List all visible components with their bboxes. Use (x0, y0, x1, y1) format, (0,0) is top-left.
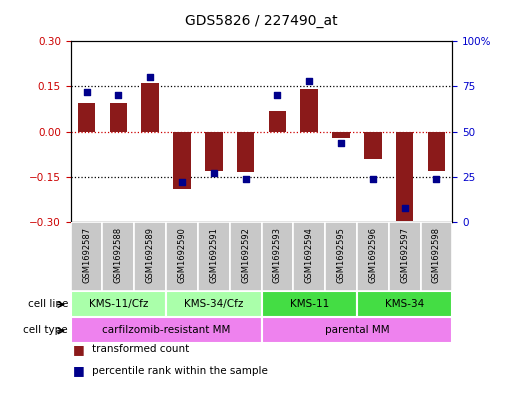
Point (401, 204, 409, 211)
Bar (293, 222, 325, 291)
Bar (262, 291, 357, 317)
Text: GSM1692590: GSM1692590 (177, 227, 187, 283)
Bar (71, 317, 262, 343)
Bar (428, 132, 445, 171)
Point (178, 179, 186, 185)
Bar (110, 103, 127, 132)
Point (305, 78, 313, 84)
Text: GDS5826 / 227490_at: GDS5826 / 227490_at (185, 14, 338, 28)
Text: GSM1692596: GSM1692596 (368, 227, 378, 283)
Bar (357, 222, 389, 291)
Bar (325, 222, 357, 291)
Text: parental MM: parental MM (325, 325, 389, 335)
Bar (198, 222, 230, 291)
Bar (71, 291, 166, 317)
Text: transformed count: transformed count (92, 344, 189, 354)
Point (146, 74, 154, 81)
Point (369, 176, 377, 182)
Text: GSM1692597: GSM1692597 (400, 227, 409, 283)
Point (242, 176, 250, 182)
Bar (173, 132, 191, 189)
Bar (103, 222, 134, 291)
Text: GSM1692589: GSM1692589 (145, 227, 155, 283)
Bar (364, 132, 382, 159)
Point (273, 92, 281, 99)
Text: GSM1692588: GSM1692588 (114, 227, 123, 283)
Point (433, 176, 441, 182)
Text: GSM1692593: GSM1692593 (273, 227, 282, 283)
Bar (230, 222, 262, 291)
Bar (166, 291, 262, 317)
Bar (301, 90, 318, 132)
Point (337, 140, 345, 146)
Text: KMS-34: KMS-34 (385, 299, 424, 309)
Text: carfilzomib-resistant MM: carfilzomib-resistant MM (102, 325, 230, 335)
Bar (332, 132, 350, 138)
Bar (166, 222, 198, 291)
Bar (141, 83, 159, 132)
Text: GSM1692591: GSM1692591 (209, 227, 218, 283)
Text: ■: ■ (73, 364, 85, 378)
Text: GSM1692594: GSM1692594 (305, 227, 314, 283)
Point (114, 92, 122, 99)
Text: KMS-34/Cfz: KMS-34/Cfz (184, 299, 244, 309)
Bar (262, 222, 293, 291)
Text: ■: ■ (73, 343, 85, 356)
Text: GSM1692595: GSM1692595 (336, 227, 346, 283)
Text: GSM1692592: GSM1692592 (241, 227, 250, 283)
Bar (205, 132, 222, 171)
Point (210, 170, 218, 176)
Bar (237, 132, 254, 172)
Point (82, 89, 90, 95)
Text: KMS-11/Cfz: KMS-11/Cfz (88, 299, 148, 309)
Text: percentile rank within the sample: percentile rank within the sample (92, 366, 267, 376)
Bar (389, 222, 420, 291)
Text: cell type: cell type (24, 325, 68, 335)
Text: GSM1692587: GSM1692587 (82, 227, 91, 283)
Bar (396, 132, 413, 220)
Bar (78, 103, 95, 132)
Text: KMS-11: KMS-11 (290, 299, 329, 309)
Text: cell line: cell line (28, 299, 68, 309)
Bar (269, 110, 286, 132)
Bar (71, 222, 103, 291)
Bar (134, 222, 166, 291)
Text: GSM1692598: GSM1692598 (432, 227, 441, 283)
Bar (357, 291, 452, 317)
Bar (262, 317, 452, 343)
Bar (420, 222, 452, 291)
